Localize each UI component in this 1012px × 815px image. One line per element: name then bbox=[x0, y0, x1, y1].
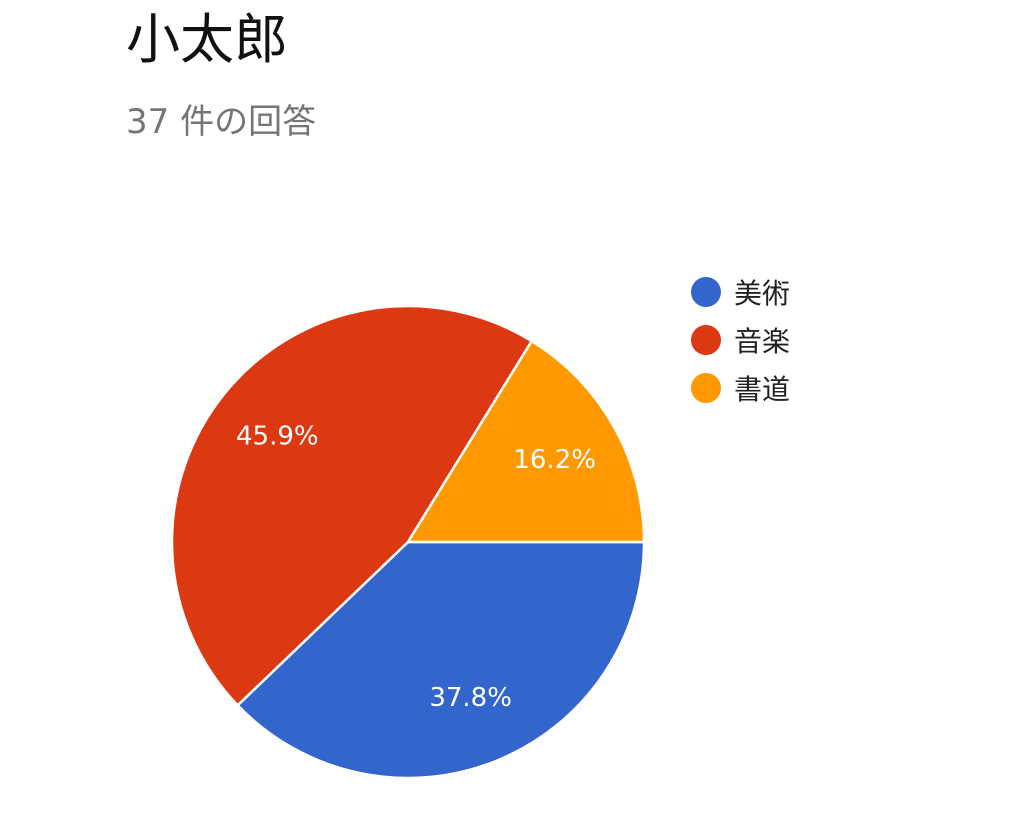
legend-label-calligraphy: 書道 bbox=[734, 373, 791, 406]
chart-legend: 美術 音楽 書道 bbox=[691, 268, 790, 412]
legend-label-music: 音楽 bbox=[734, 325, 791, 358]
legend-item-music[interactable]: 音楽 bbox=[691, 316, 790, 364]
pie-slice-art[interactable] bbox=[236, 540, 646, 780]
legend-swatch-music bbox=[691, 325, 721, 355]
pie-slices bbox=[170, 304, 646, 780]
pie-slice-music[interactable] bbox=[170, 304, 533, 707]
pie-value-labels: 37.8% 45.9% 16.2% bbox=[236, 421, 596, 712]
response-count: 37 件の回答 bbox=[126, 102, 317, 142]
legend-item-calligraphy[interactable]: 書道 bbox=[691, 364, 790, 412]
pie-slice-calligraphy[interactable] bbox=[406, 339, 646, 544]
legend-item-art[interactable]: 美術 bbox=[691, 268, 790, 316]
pie-value-label-calligraphy: 16.2% bbox=[513, 445, 596, 475]
legend-label-art: 美術 bbox=[734, 277, 791, 310]
page-title: 小太郎 bbox=[126, 8, 288, 71]
legend-swatch-art bbox=[691, 277, 721, 307]
pie-value-label-art: 37.8% bbox=[429, 683, 512, 713]
pie-value-label-music: 45.9% bbox=[236, 421, 319, 451]
legend-swatch-calligraphy bbox=[691, 373, 721, 403]
